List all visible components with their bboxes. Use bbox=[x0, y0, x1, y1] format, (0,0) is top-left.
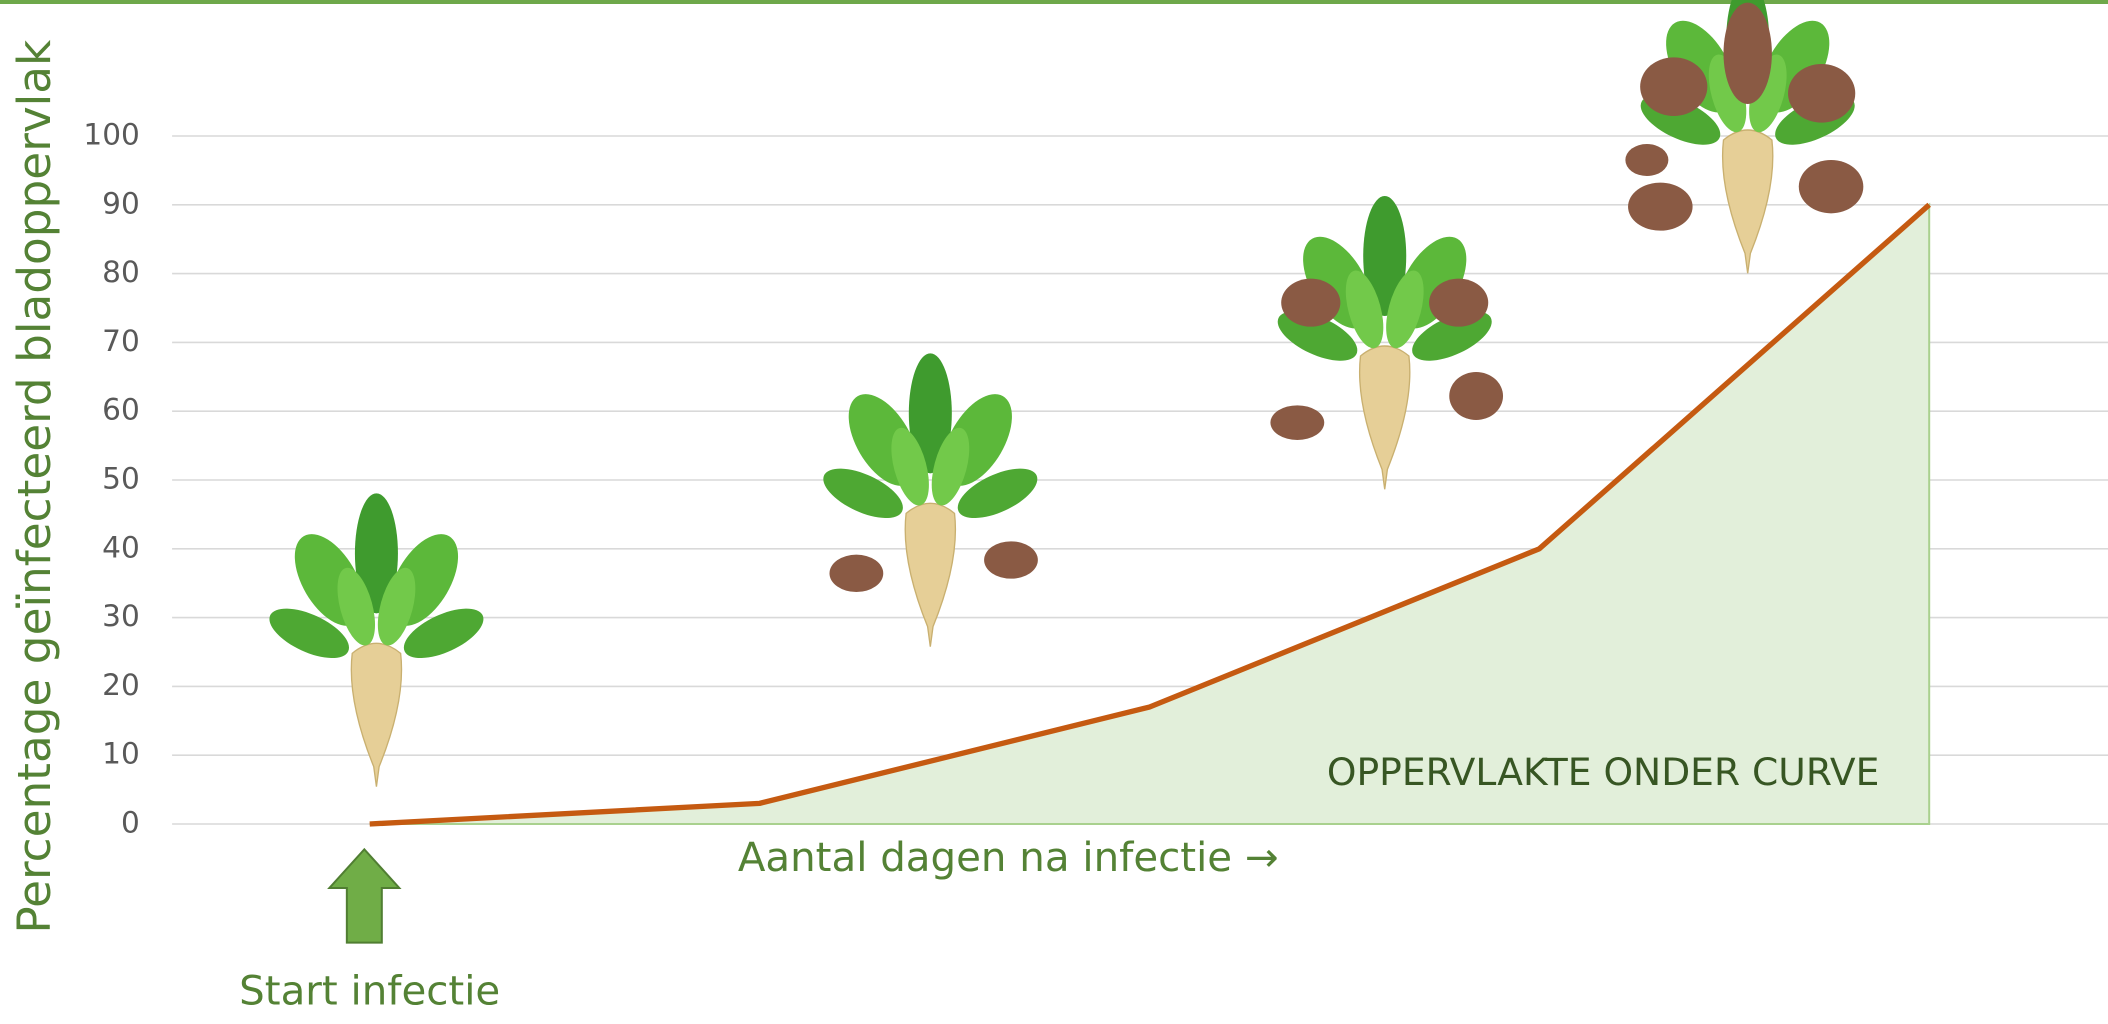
y-tick-label: 60 bbox=[102, 393, 140, 427]
y-tick-label: 70 bbox=[102, 324, 140, 358]
start-annotation: Start infectie bbox=[239, 968, 500, 1014]
y-tick-label: 30 bbox=[102, 599, 140, 633]
y-tick-label: 100 bbox=[83, 118, 139, 152]
plot-area: 0 10 20 30 40 50 60 70 80 90 100 bbox=[83, 118, 2108, 840]
y-tick-label: 0 bbox=[121, 806, 140, 840]
beet-1 bbox=[261, 492, 492, 788]
y-tick-label: 20 bbox=[102, 668, 140, 702]
top-band bbox=[0, 0, 2108, 4]
beet-4 bbox=[1625, 0, 1864, 275]
beet-3 bbox=[1269, 195, 1504, 491]
y-tick-label: 50 bbox=[102, 462, 140, 496]
curve-line bbox=[369, 202, 1931, 827]
x-axis-label: Aantal dagen na infectie → bbox=[738, 835, 1279, 881]
y-tick-label: 40 bbox=[102, 530, 140, 564]
area-fill bbox=[369, 202, 1931, 825]
area-annotation: OPPERVLAKTE ONDER CURVE bbox=[1327, 750, 1880, 794]
y-tick-label: 80 bbox=[102, 255, 140, 289]
y-tick-label: 10 bbox=[102, 737, 140, 771]
start-arrow bbox=[327, 847, 402, 944]
y-axis-label: Percentage geïnfecteerd bladoppervlak bbox=[8, 39, 61, 934]
beet-2 bbox=[815, 352, 1046, 648]
y-tick-label: 90 bbox=[102, 186, 140, 220]
